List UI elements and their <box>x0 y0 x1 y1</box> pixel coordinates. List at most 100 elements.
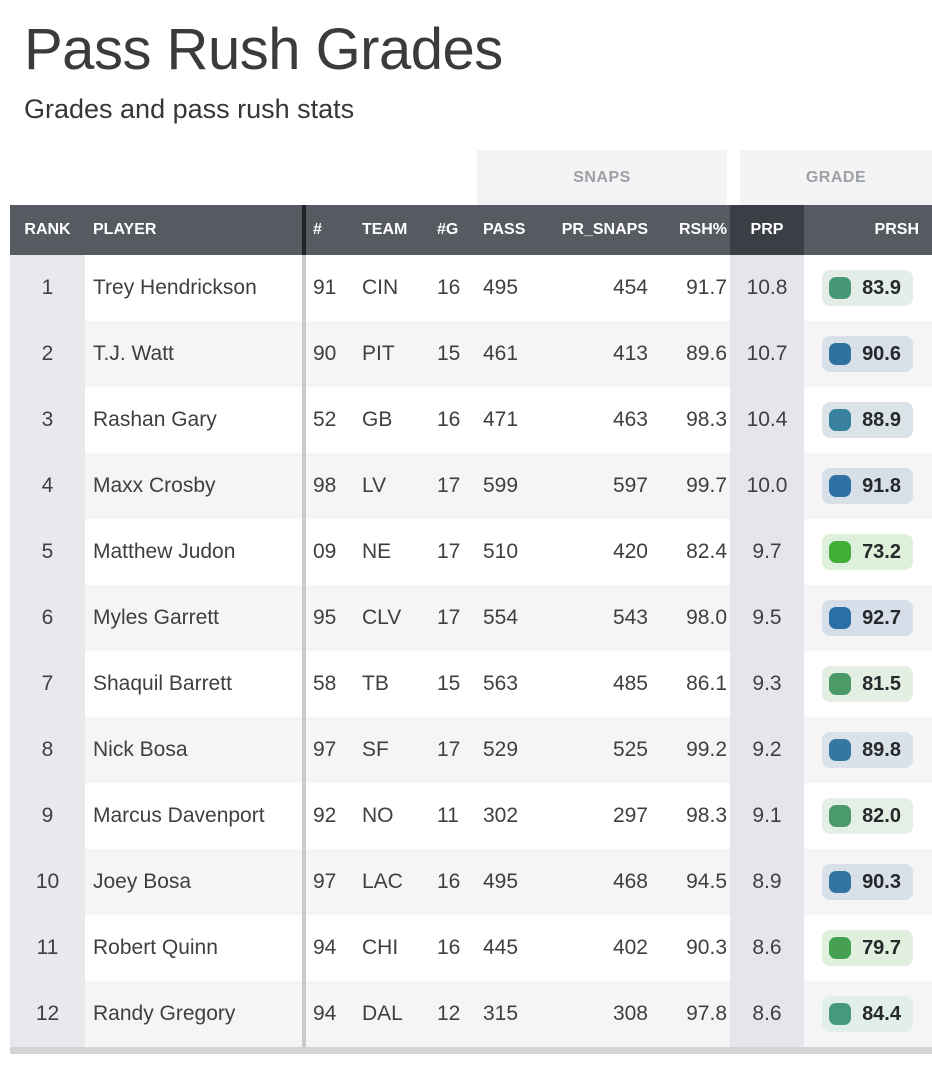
pass-snaps-cell: 315 <box>483 1002 519 1025</box>
prsh-grade-cell: 90.6 <box>804 321 932 387</box>
col-header-team[interactable]: TEAM <box>362 221 408 238</box>
pr-snaps-cell: 402 <box>612 936 648 959</box>
rush-pct-cell: 97.8 <box>686 1002 727 1025</box>
grade-badge: 79.7 <box>822 930 913 966</box>
rank-cell: 11 <box>10 915 85 981</box>
games-cell: 16 <box>437 936 461 959</box>
col-header-games[interactable]: #G <box>437 221 459 238</box>
rank-cell: 7 <box>10 651 85 717</box>
player-name: Shaquil Barrett <box>93 672 232 695</box>
rush-pct-cell: 91.7 <box>686 276 727 299</box>
column-divider <box>302 981 306 1047</box>
grade-value: 79.7 <box>862 936 901 959</box>
team-abbr-cell: LV <box>362 474 387 497</box>
rush-pct-cell: 90.3 <box>686 936 727 959</box>
table-header-row: RANK PLAYER # TEAM #G PASS PR_SNAPS RSH%… <box>10 205 932 255</box>
team-abbr-cell: NO <box>362 804 394 827</box>
prsh-grade-cell: 83.9 <box>804 255 932 321</box>
pass-snaps-cell: 510 <box>483 540 519 563</box>
games-cell: 17 <box>437 540 461 563</box>
jersey-number-cell: 52 <box>313 408 337 431</box>
rank-cell: 8 <box>10 717 85 783</box>
prsh-grade-cell: 91.8 <box>804 453 932 519</box>
table-row: 12 Randy Gregory 94 DAL 12 315 308 97.8 8.6 84.4 <box>10 981 932 1047</box>
table-row: 1 Trey Hendrickson 91 CIN 16 495 454 91.7 10.8 83… <box>10 255 932 321</box>
player-name: Matthew Judon <box>93 540 236 563</box>
grade-value: 90.6 <box>862 342 901 365</box>
page-header: Pass Rush Grades Grades and pass rush st… <box>0 0 932 125</box>
page-subtitle: Grades and pass rush stats <box>24 94 355 124</box>
jersey-number-cell: 90 <box>313 342 337 365</box>
grade-color-swatch <box>829 673 852 695</box>
prp-cell: 9.7 <box>730 519 804 585</box>
pass-snaps-cell: 529 <box>483 738 519 761</box>
prsh-grade-cell: 84.4 <box>804 981 932 1047</box>
pr-snaps-cell: 468 <box>612 870 648 893</box>
grade-value: 82.0 <box>862 804 901 827</box>
table-row: 4 Maxx Crosby 98 LV 17 599 597 99.7 10.0 91.8 <box>10 453 932 519</box>
prp-cell: 10.8 <box>730 255 804 321</box>
pr-snaps-cell: 413 <box>612 342 648 365</box>
games-cell: 15 <box>437 672 461 695</box>
column-divider <box>302 519 306 585</box>
group-header-spacer <box>10 150 477 205</box>
prp-cell: 9.3 <box>730 651 804 717</box>
prp-cell: 8.9 <box>730 849 804 915</box>
bottom-scrollbar-track[interactable] <box>10 1047 932 1054</box>
team-abbr-cell: PIT <box>362 342 395 365</box>
column-divider <box>302 783 306 849</box>
table-row: 8 Nick Bosa 97 SF 17 529 525 99.2 9.2 89.8 <box>10 717 932 783</box>
grade-badge: 73.2 <box>822 534 913 570</box>
pr-snaps-cell: 597 <box>612 474 648 497</box>
prp-cell: 10.4 <box>730 387 804 453</box>
prsh-grade-cell: 79.7 <box>804 915 932 981</box>
grade-color-swatch <box>829 871 852 893</box>
games-cell: 11 <box>437 804 459 827</box>
grade-badge: 90.3 <box>822 864 913 900</box>
jersey-number-cell: 97 <box>313 870 337 893</box>
grade-badge: 88.9 <box>822 402 913 438</box>
pr-snaps-cell: 525 <box>612 738 648 761</box>
pass-snaps-cell: 554 <box>483 606 519 629</box>
player-name: Robert Quinn <box>93 936 218 959</box>
pr-snaps-cell: 297 <box>612 804 648 827</box>
rank-cell: 2 <box>10 321 85 387</box>
prp-cell: 8.6 <box>730 981 804 1047</box>
col-header-pr-snaps[interactable]: PR_SNAPS <box>561 221 648 238</box>
col-header-prp[interactable]: PRP <box>730 205 804 255</box>
grade-value: 84.4 <box>862 1002 901 1025</box>
col-header-jersey[interactable]: # <box>313 221 322 238</box>
rank-cell: 1 <box>10 255 85 321</box>
jersey-number-cell: 95 <box>313 606 337 629</box>
col-header-player[interactable]: PLAYER <box>93 221 157 238</box>
jersey-number-cell: 97 <box>313 738 337 761</box>
prsh-grade-cell: 89.8 <box>804 717 932 783</box>
player-name: Randy Gregory <box>93 1002 236 1025</box>
col-header-rank[interactable]: RANK <box>24 221 71 238</box>
column-group-header-row: SNAPS GRADE <box>10 150 932 205</box>
team-abbr-cell: CLV <box>362 606 402 629</box>
rush-pct-cell: 98.3 <box>686 408 727 431</box>
jersey-number-cell: 58 <box>313 672 337 695</box>
col-header-pass[interactable]: PASS <box>483 221 526 238</box>
team-abbr-cell: DAL <box>362 1002 403 1025</box>
grade-badge: 83.9 <box>822 270 913 306</box>
games-cell: 16 <box>437 870 461 893</box>
grade-value: 88.9 <box>862 408 901 431</box>
column-divider <box>302 651 306 717</box>
jersey-number-cell: 94 <box>313 1002 337 1025</box>
prp-cell: 9.5 <box>730 585 804 651</box>
col-header-rsh-pct[interactable]: RSH% <box>678 221 727 238</box>
rush-pct-cell: 99.2 <box>686 738 727 761</box>
player-name: Trey Hendrickson <box>93 276 257 299</box>
grade-color-swatch <box>829 409 852 431</box>
games-cell: 16 <box>437 276 461 299</box>
grade-color-swatch <box>829 343 852 365</box>
jersey-number-cell: 91 <box>313 276 337 299</box>
jersey-number-cell: 09 <box>313 540 337 563</box>
column-divider <box>302 915 306 981</box>
rank-cell: 12 <box>10 981 85 1047</box>
col-header-prsh[interactable]: PRSH <box>874 221 919 238</box>
pr-snaps-cell: 308 <box>612 1002 648 1025</box>
player-name: Rashan Gary <box>93 408 217 431</box>
